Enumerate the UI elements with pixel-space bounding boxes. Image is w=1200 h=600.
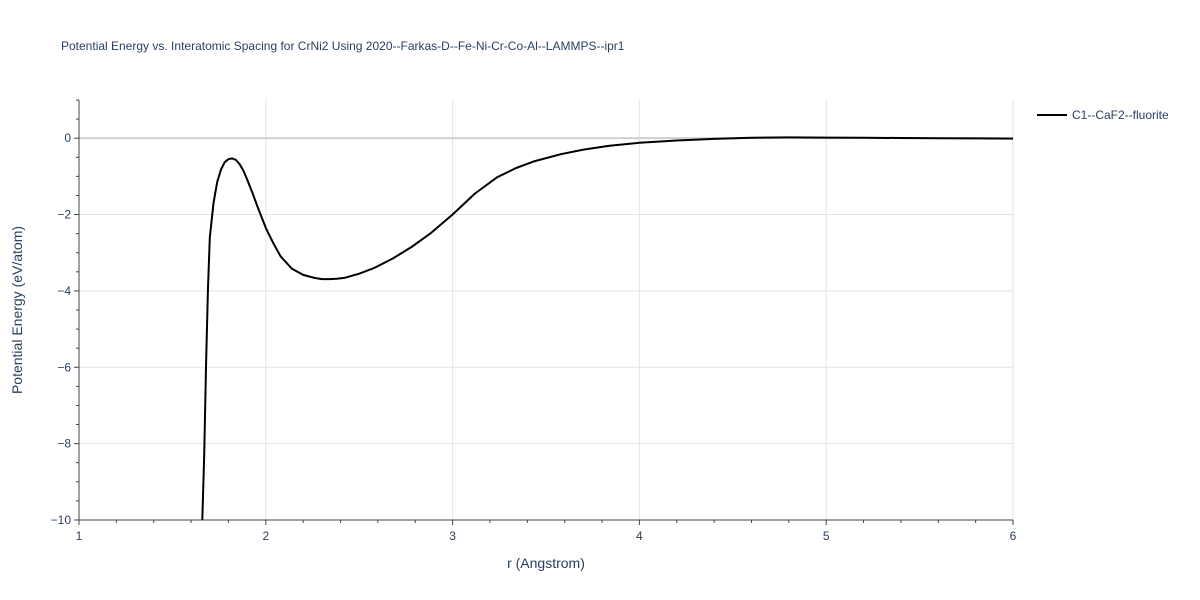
x-tick-label: 2: [262, 529, 269, 543]
x-tick-label: 1: [76, 529, 83, 543]
y-tick-label: 0: [64, 131, 71, 145]
x-tick-label: 3: [449, 529, 456, 543]
x-tick-label: 5: [823, 529, 830, 543]
x-axis-title: r (Angstrom): [507, 555, 585, 571]
x-tick-label: 6: [1010, 529, 1017, 543]
legend[interactable]: C1--CaF2--fluorite: [1037, 108, 1169, 122]
x-tick-label: 4: [636, 529, 643, 543]
y-tick-label: −4: [57, 284, 71, 298]
chart-title: Potential Energy vs. Interatomic Spacing…: [61, 39, 625, 53]
plot-area[interactable]: [201, 136, 1014, 521]
axes: 1 2 3 4 5 6 0 −2 −4 −6 −8 −10: [51, 99, 1017, 543]
y-tick-label: −2: [57, 208, 71, 222]
grid: [79, 100, 1014, 520]
y-axis-title: Potential Energy (eV/atom): [9, 226, 25, 394]
y-tick-label: −10: [51, 513, 72, 527]
legend-label: C1--CaF2--fluorite: [1072, 108, 1169, 122]
series-line[interactable]: [201, 136, 1014, 521]
y-tick-label: −6: [57, 360, 71, 374]
y-tick-label: −8: [57, 437, 71, 451]
